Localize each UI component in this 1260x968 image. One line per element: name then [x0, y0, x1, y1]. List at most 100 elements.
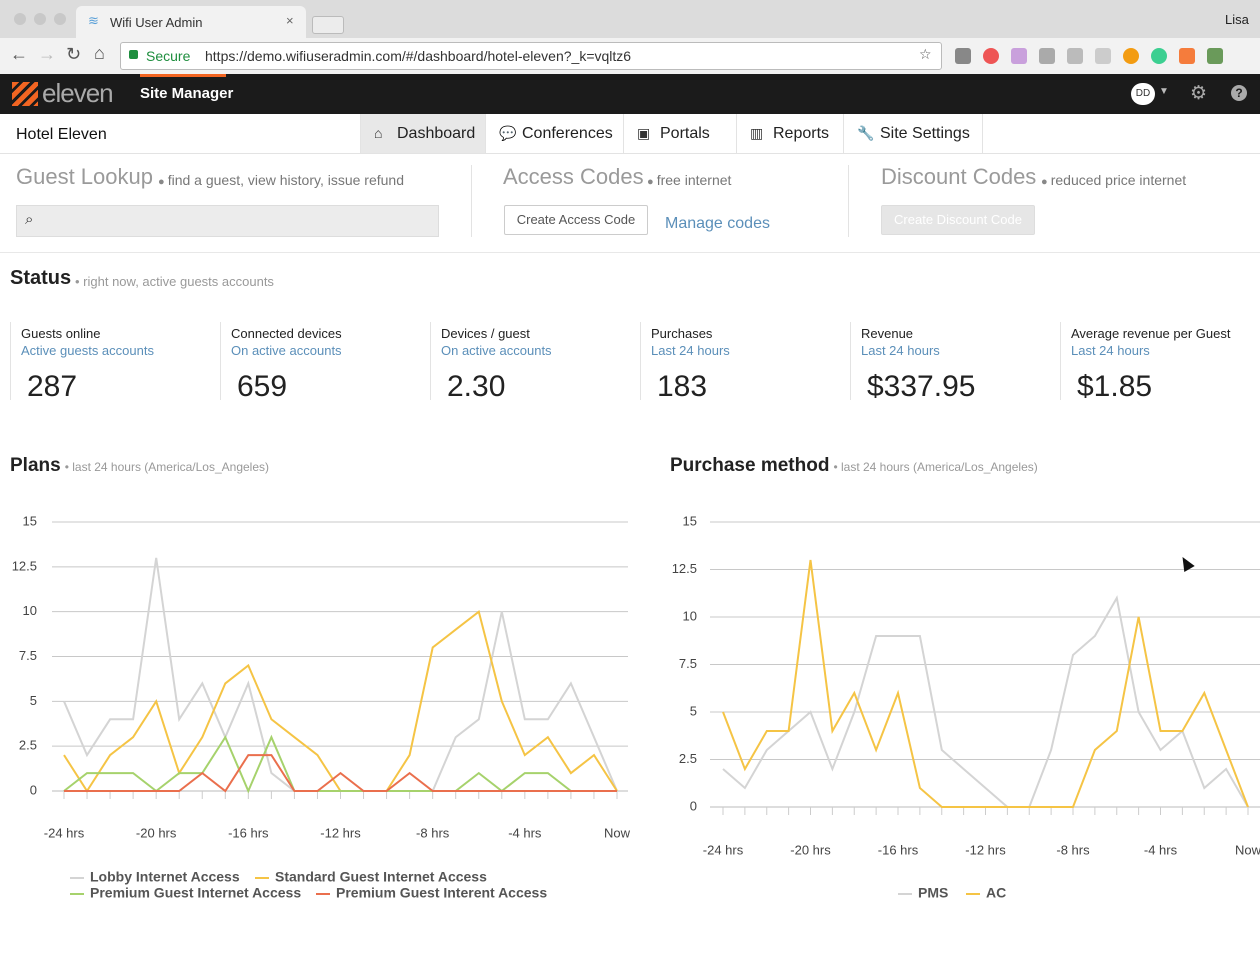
discount-codes-title: Discount Codes [881, 164, 1037, 189]
x-tick-label: -20 hrs [136, 825, 177, 840]
nav-tab[interactable]: ▣ Portals [624, 114, 737, 153]
y-tick-label: 7.5 [19, 648, 37, 663]
logo-mark [12, 82, 38, 106]
lock-icon [129, 50, 138, 59]
help-icon[interactable]: ? [1231, 85, 1247, 101]
search-icon: ⌕ [25, 211, 34, 228]
legend-label: AC [986, 885, 1006, 901]
guest-search[interactable]: ⌕ [16, 205, 439, 237]
access-codes-title: Access Codes [503, 164, 644, 189]
card-label: Devices / guest [441, 326, 530, 341]
card-value: $337.95 [867, 370, 976, 403]
x-tick-label: -8 hrs [416, 825, 450, 840]
y-tick-label: 5 [690, 703, 697, 718]
status-hint: • right now, active guests accounts [75, 274, 274, 289]
extensions [955, 48, 1235, 64]
x-tick-label: -24 hrs [703, 842, 744, 857]
y-tick-label: 2.5 [679, 751, 697, 766]
y-tick-label: 15 [683, 513, 697, 528]
card-sub[interactable]: Active guests accounts [21, 343, 154, 358]
settings-icon[interactable]: ⚙ [1190, 83, 1208, 104]
card-sub[interactable]: Last 24 hours [861, 343, 940, 358]
extension-icon[interactable] [1123, 48, 1139, 64]
home-button[interactable]: ⌂ [94, 43, 105, 63]
chart-subtitle: • last 24 hours (America/Los_Angeles) [833, 460, 1037, 474]
nav-tab[interactable]: 💬 Conferences [486, 114, 624, 153]
nav-tab[interactable]: ⌂ Dashboard [361, 114, 486, 153]
card-value: 2.30 [447, 370, 506, 403]
chart-title: Plans [10, 455, 61, 476]
profile-name[interactable]: Lisa [1225, 12, 1249, 27]
reload-button[interactable]: ↻ [66, 44, 82, 64]
tab-bar: ≋ Wifi User Admin × Lisa [0, 0, 1260, 38]
site-manager[interactable]: Site Manager [140, 85, 234, 102]
logo-text[interactable]: eleven [42, 78, 114, 108]
extension-icon[interactable] [1039, 48, 1055, 64]
extension-icon[interactable] [983, 48, 999, 64]
wifi-icon: ≋ [88, 13, 99, 28]
y-tick-label: 10 [23, 603, 37, 618]
new-tab[interactable] [312, 16, 344, 34]
tab-label: Conferences [522, 125, 613, 142]
status-card: Devices / guest On active accounts 2.30 [430, 322, 640, 403]
tab-icon: 🔧 [857, 125, 875, 141]
manage-codes-link[interactable]: Manage codes [665, 215, 770, 232]
divider [471, 165, 472, 237]
tab-label: Reports [773, 125, 830, 142]
x-tick-label: -4 hrs [508, 825, 542, 840]
window-zoom[interactable] [54, 13, 66, 25]
card-sub[interactable]: Last 24 hours [1071, 343, 1150, 358]
extension-icon[interactable] [1207, 48, 1223, 64]
card-sub[interactable]: On active accounts [231, 343, 342, 358]
extension-icon[interactable] [1179, 48, 1195, 64]
card-sub[interactable]: Last 24 hours [651, 343, 730, 358]
window-close[interactable] [14, 13, 26, 25]
extension-icon[interactable] [1011, 48, 1027, 64]
nav-tab[interactable]: 🔧 Site Settings [844, 114, 983, 153]
tab-close[interactable]: × [286, 13, 294, 28]
avatar-caret[interactable]: ▼ [1159, 86, 1169, 97]
omnibox[interactable]: Secure https://demo.wifiuseradmin.com/#/… [120, 42, 942, 70]
card-label: Guests online [21, 326, 101, 341]
back-button[interactable]: ← [10, 44, 28, 64]
tab-group: ⌂ Dashboard 💬 Conferences ▣ Portals ▥ Reports 🔧 S… [360, 114, 983, 153]
card-label: Revenue [861, 326, 914, 341]
guest-lookup-hint: ● find a guest, view history, issue refu… [158, 172, 405, 188]
card-label: Purchases [651, 326, 713, 341]
url: https://demo.wifiuseradmin.com/#/dashboa… [205, 48, 632, 64]
y-tick-label: 5 [30, 693, 37, 708]
x-tick-label: -16 hrs [228, 825, 269, 840]
create-access-code[interactable]: Create Access Code [504, 205, 648, 235]
guest-lookup-title: Guest Lookup [16, 164, 153, 189]
status-card: Guests online Active guests accounts 287 [10, 322, 220, 403]
card-sub[interactable]: On active accounts [441, 343, 552, 358]
y-tick-label: 7.5 [679, 656, 697, 671]
bookmark-star[interactable]: ☆ [919, 46, 932, 62]
top-nav: eleven Site Manager DD ▼ ⚙ ? [0, 74, 1260, 114]
x-tick-label: -20 hrs [790, 842, 831, 857]
x-tick-label: -12 hrs [965, 842, 1006, 857]
forward-button[interactable]: → [38, 44, 56, 64]
extension-icon[interactable] [1067, 48, 1083, 64]
secure-label: Secure [146, 48, 191, 64]
extension-icon[interactable] [1095, 48, 1111, 64]
status-card: Revenue Last 24 hours $337.95 [850, 322, 1060, 403]
y-tick-label: 12.5 [672, 561, 697, 576]
window-minimize[interactable] [34, 13, 46, 25]
lookup-section: Guest Lookup ● find a guest, view histor… [0, 153, 1260, 253]
tab-title: Wifi User Admin [110, 15, 203, 30]
avatar[interactable]: DD [1131, 83, 1155, 105]
x-tick-label: -4 hrs [1144, 842, 1178, 857]
discount-codes-hint: ● reduced price internet [1041, 172, 1187, 188]
nav-tab[interactable]: ▥ Reports [737, 114, 844, 153]
series-line [64, 754, 617, 793]
extension-icon[interactable] [955, 48, 971, 64]
x-tick-label: Now [604, 825, 631, 840]
legend-label: Premium Guest Interent Access [336, 885, 547, 901]
create-discount-code[interactable]: Create Discount Code [881, 205, 1035, 235]
legend-label: Lobby Internet Access [90, 869, 240, 885]
browser-tab[interactable]: ≋ Wifi User Admin × [76, 6, 306, 38]
extension-icon[interactable] [1151, 48, 1167, 64]
